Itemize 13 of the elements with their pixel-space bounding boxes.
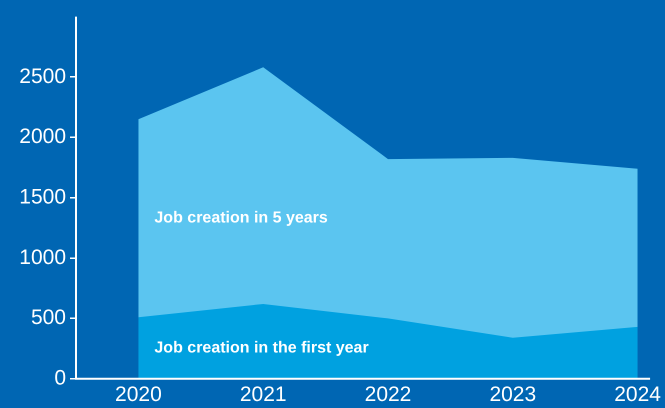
x-tick-label: 2023 bbox=[489, 383, 536, 406]
y-tick-label: 500 bbox=[30, 306, 66, 330]
x-tick-label: 2022 bbox=[364, 383, 412, 406]
y-tick-label: 2000 bbox=[19, 125, 66, 148]
series-label: Job creation in the first year bbox=[154, 339, 369, 356]
y-tick-label: 1000 bbox=[19, 246, 66, 269]
x-tick-label: 2020 bbox=[115, 383, 162, 406]
y-tick-label: 2500 bbox=[19, 64, 66, 88]
series-label: Job creation in 5 years bbox=[154, 210, 328, 227]
y-tick-label: 0 bbox=[54, 366, 66, 390]
x-tick-label: 2021 bbox=[240, 383, 287, 406]
x-tick-label: 2024 bbox=[614, 383, 662, 406]
y-tick-label: 1500 bbox=[19, 185, 66, 208]
